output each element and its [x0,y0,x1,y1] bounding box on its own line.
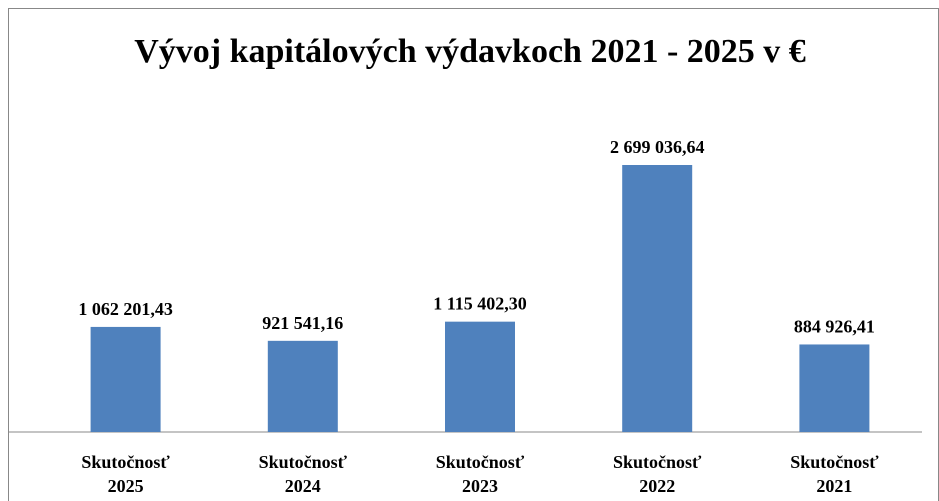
data-label: 1 062 201,43 [78,299,173,319]
data-label: 921 541,16 [262,313,343,333]
bar [445,321,515,432]
data-label: 884 926,41 [794,316,875,336]
chart-title: Vývoj kapitálových výdavkoch 2021 - 2025… [134,33,806,70]
data-label: 1 115 402,30 [433,294,527,314]
x-tick-label: Skutočnosť 2021 [790,452,879,496]
bar [799,344,870,432]
x-tick-label: Skutočnosť 2024 [259,452,348,496]
data-label: 2 699 036,64 [610,137,705,157]
x-tick-label: Skutočnosť 2025 [81,452,170,496]
x-tick-label: Skutočnosť 2023 [436,452,525,496]
bar [622,165,693,432]
bar [267,340,338,432]
x-tick-label: Skutočnosť 2022 [613,452,702,496]
bar [90,326,161,432]
